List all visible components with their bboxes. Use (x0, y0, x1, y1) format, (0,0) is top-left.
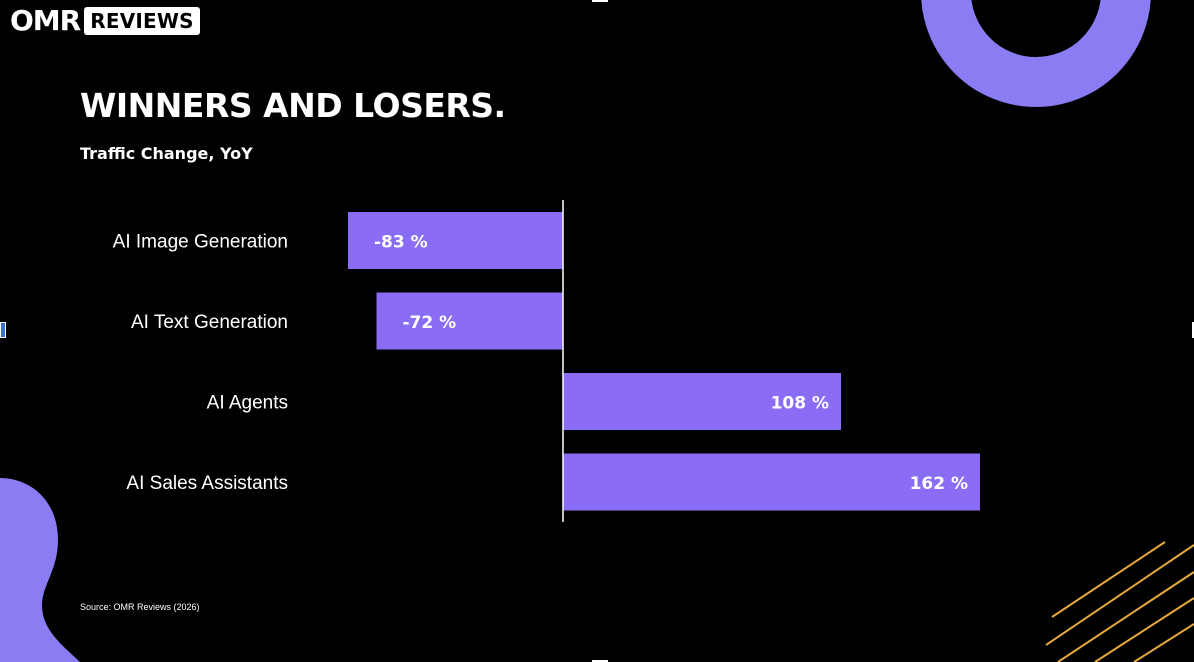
omr-reviews-logo: OMR REVIEWS (10, 5, 200, 37)
edge-marker (1192, 322, 1194, 338)
bar (563, 453, 980, 511)
category-label: AI Image Generation (113, 232, 288, 253)
bar (563, 373, 841, 430)
bar (376, 292, 563, 350)
category-label: AI Agents (207, 393, 288, 414)
edge-marker (592, 660, 608, 662)
data-label: -83 % (374, 233, 428, 253)
data-label: 108 % (771, 394, 829, 414)
top-right-ring (921, 0, 1151, 107)
edge-marker (0, 322, 6, 338)
category-label: AI Sales Assistants (126, 473, 288, 494)
source-note: Source: OMR Reviews (2026) (80, 602, 200, 612)
logo-brand: OMR (10, 4, 81, 37)
bottom-left-blob (0, 478, 80, 662)
chart-title: WINNERS AND LOSERS. (80, 86, 506, 125)
chart-subtitle: Traffic Change, YoY (80, 144, 253, 163)
bottom-right-stripes (1045, 541, 1194, 662)
bar (348, 212, 563, 269)
category-label: AI Text Generation (131, 312, 288, 333)
edge-marker (592, 0, 608, 2)
data-label: -72 % (402, 313, 456, 333)
logo-badge: REVIEWS (84, 7, 200, 35)
data-label: 162 % (910, 474, 968, 494)
